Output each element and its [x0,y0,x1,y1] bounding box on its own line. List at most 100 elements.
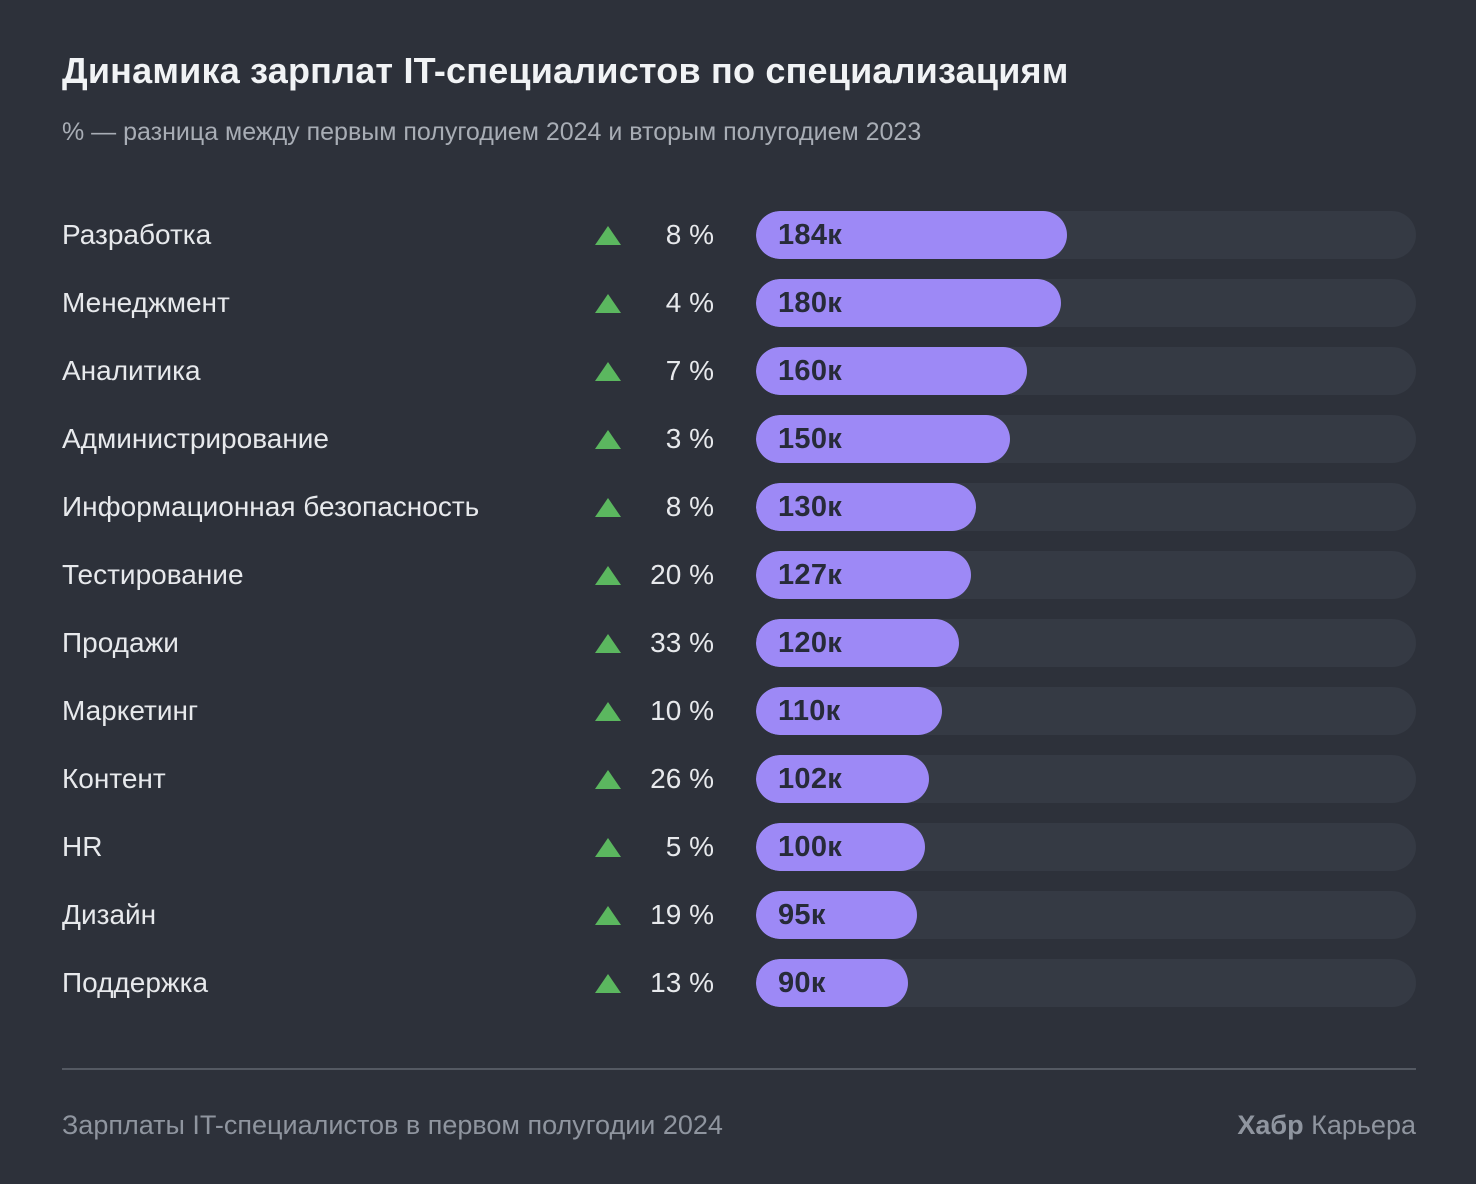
row-change-percent: 8 % [665,219,714,250]
bar-value-label: 95к [778,898,826,931]
change-indicator [594,973,622,993]
chart-row: Разработка 8 % 184к [62,211,1416,259]
bar-fill: 120к [756,619,960,667]
row-category-label: Администрирование [62,423,329,454]
up-arrow-icon [595,633,621,653]
up-arrow-icon [595,497,621,517]
bar-track: 102к [756,755,1416,803]
bar-value-label: 150к [778,422,843,455]
change-indicator [594,837,622,857]
bar-track: 120к [756,619,1416,667]
chart-row: Администрирование 3 % 150к [62,415,1416,463]
bar-value-label: 100к [778,830,843,863]
up-arrow-icon [595,837,621,857]
row-category-label: Менеджмент [62,287,230,318]
chart-row: Тестирование 20 % 127к [62,551,1416,599]
bar-value-label: 130к [778,490,843,523]
brand-logo: Хабр Карьера [1237,1110,1416,1141]
row-change-percent: 3 % [665,423,714,454]
row-change-percent: 33 % [650,627,714,658]
bar-fill: 95к [756,891,917,939]
brand-habr: Хабр [1237,1110,1304,1140]
bar-value-label: 110к [778,694,841,727]
chart-row: HR 5 % 100к [62,823,1416,871]
bar-value-label: 120к [778,626,843,659]
up-arrow-icon [595,769,621,789]
up-arrow-icon [595,973,621,993]
bar-track: 127к [756,551,1416,599]
row-change-percent: 19 % [650,899,714,930]
brand-career: Карьера [1311,1110,1416,1140]
bar-fill: 90к [756,959,909,1007]
chart-row: Дизайн 19 % 95к [62,891,1416,939]
up-arrow-icon [595,293,621,313]
change-indicator [594,497,622,517]
bar-value-label: 180к [778,286,843,319]
change-indicator [594,565,622,585]
page-title: Динамика зарплат IT-специалистов по спец… [62,50,1069,91]
change-indicator [594,701,622,721]
footer-source: Зарплаты IT-специалистов в первом полуго… [62,1110,723,1140]
bar-track: 184к [756,211,1416,259]
change-indicator [594,361,622,381]
row-change-percent: 20 % [650,559,714,590]
salary-bar-chart: Разработка 8 % 184к Менеджмент 4 % 180к … [62,211,1416,1007]
row-change-percent: 4 % [665,287,714,318]
bar-track: 95к [756,891,1416,939]
bar-fill: 102к [756,755,929,803]
bar-track: 160к [756,347,1416,395]
row-change-percent: 13 % [650,967,714,998]
bar-track: 150к [756,415,1416,463]
chart-row: Продажи 33 % 120к [62,619,1416,667]
chart-row: Маркетинг 10 % 110к [62,687,1416,735]
row-change-percent: 26 % [650,763,714,794]
row-category-label: Дизайн [62,899,157,930]
row-category-label: Тестирование [62,559,244,590]
bar-value-label: 160к [778,354,843,387]
row-category-label: Аналитика [62,355,201,386]
row-change-percent: 5 % [665,831,714,862]
bar-track: 180к [756,279,1416,327]
bar-track: 130к [756,483,1416,531]
change-indicator [594,429,622,449]
change-indicator [594,633,622,653]
up-arrow-icon [595,225,621,245]
chart-row: Менеджмент 4 % 180к [62,279,1416,327]
row-category-label: HR [62,831,103,862]
chart-header: Динамика зарплат IT-специалистов по спец… [62,0,1416,147]
bar-fill: 130к [756,483,976,531]
change-indicator [594,225,622,245]
bar-fill: 184к [756,211,1068,259]
row-change-percent: 10 % [650,695,714,726]
bar-value-label: 127к [778,558,843,591]
up-arrow-icon [595,701,621,721]
bar-track: 90к [756,959,1416,1007]
footer-divider [62,1068,1416,1070]
up-arrow-icon [595,565,621,585]
chart-rows: Разработка 8 % 184к Менеджмент 4 % 180к … [62,211,1416,1007]
row-change-percent: 8 % [665,491,714,522]
bar-fill: 180к [756,279,1061,327]
bar-fill: 100к [756,823,926,871]
page-subtitle: % — разница между первым полугодием 2024… [62,118,922,146]
bar-fill: 160к [756,347,1027,395]
bar-fill: 110к [756,687,943,735]
change-indicator [594,293,622,313]
up-arrow-icon [595,905,621,925]
chart-row: Поддержка 13 % 90к [62,959,1416,1007]
bar-value-label: 90к [778,966,826,999]
row-category-label: Маркетинг [62,695,199,726]
row-category-label: Продажи [62,627,179,658]
up-arrow-icon [595,361,621,381]
row-category-label: Разработка [62,219,212,250]
chart-row: Контент 26 % 102к [62,755,1416,803]
change-indicator [594,769,622,789]
change-indicator [594,905,622,925]
row-category-label: Поддержка [62,967,209,998]
bar-track: 110к [756,687,1416,735]
row-change-percent: 7 % [665,355,714,386]
bar-track: 100к [756,823,1416,871]
chart-footer: Зарплаты IT-специалистов в первом полуго… [62,1068,1416,1141]
row-category-label: Контент [62,763,166,794]
